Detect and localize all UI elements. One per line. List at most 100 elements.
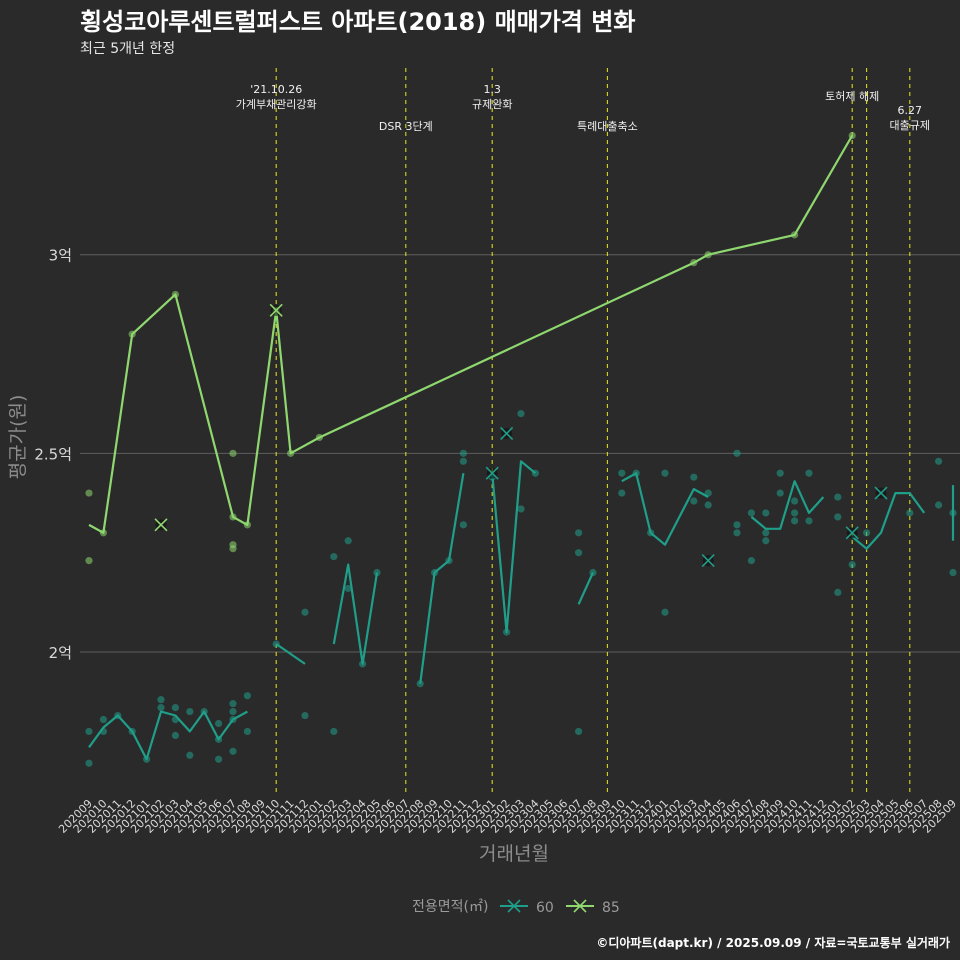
data-point	[229, 545, 237, 553]
data-point	[243, 727, 251, 736]
y-axis-title: 평균가(원)	[7, 395, 29, 480]
data-point	[459, 457, 467, 465]
data-point	[243, 692, 251, 700]
cancelled-marker	[500, 426, 514, 441]
data-point	[848, 560, 856, 569]
series-line	[577, 572, 595, 605]
cancelled-marker	[269, 303, 283, 317]
data-point	[99, 715, 107, 724]
data-point	[330, 553, 338, 561]
data-point	[344, 537, 352, 545]
legend-title: 전용면적(㎡)	[412, 899, 488, 915]
data-point	[935, 457, 943, 465]
data-point	[517, 410, 525, 418]
data-point	[935, 501, 943, 509]
data-point	[949, 568, 957, 577]
data-point	[229, 449, 237, 457]
data-point	[791, 497, 799, 505]
x-axis-ticks: 2020092020102020112020122021012021022021…	[56, 797, 959, 836]
series-60	[85, 410, 957, 767]
data-point	[301, 711, 309, 720]
series-85	[85, 131, 856, 565]
series-line	[621, 472, 709, 546]
data-point	[733, 521, 741, 529]
legend-label: 85	[602, 900, 620, 916]
data-point	[157, 704, 165, 712]
legend-key-marker	[507, 899, 521, 913]
data-point	[229, 700, 237, 708]
grid-lines	[80, 254, 960, 653]
x-axis-title: 거래년월	[479, 843, 549, 865]
data-point	[834, 513, 842, 521]
chart-subtitle: 최근 5개년 한정	[80, 41, 175, 57]
y-tick-label: 2.5억	[34, 445, 72, 463]
data-point	[661, 469, 669, 477]
data-point	[575, 529, 583, 537]
series-line	[275, 643, 306, 665]
y-axis-ticks: 2억 2.5억 3억	[34, 247, 72, 662]
series-layer	[85, 131, 957, 767]
data-point	[805, 517, 813, 525]
event-label: 6.27	[898, 104, 923, 117]
event-label: 대출규제	[890, 119, 930, 132]
data-point	[85, 489, 93, 497]
cancelled-marker	[154, 518, 168, 532]
chart-title: 횡성코아루센트럴퍼스트 아파트(2018) 매매가격 변화	[80, 8, 635, 36]
data-point	[834, 588, 842, 596]
data-point	[85, 727, 93, 736]
event-label: 특례대출축소	[577, 120, 638, 133]
y-tick-label: 3억	[49, 247, 72, 265]
data-point	[186, 751, 194, 759]
event-label: DSR 3단계	[379, 120, 433, 133]
data-point	[301, 608, 309, 616]
y-tick-label: 2억	[49, 644, 72, 662]
data-point	[575, 549, 583, 557]
data-point	[733, 529, 741, 537]
data-point	[85, 557, 93, 565]
data-point	[517, 505, 525, 513]
data-point	[459, 449, 467, 457]
cancelled-marker	[874, 486, 888, 500]
event-label: 가계부채관리강화	[236, 98, 317, 111]
legend-key-marker	[573, 899, 587, 913]
event-label: 토허제 해제	[825, 89, 879, 103]
series-line	[332, 563, 379, 665]
data-point	[215, 755, 223, 763]
data-point	[171, 704, 179, 712]
data-point	[776, 489, 784, 497]
data-point	[762, 537, 770, 545]
event-label: 규제완화	[472, 98, 512, 111]
data-point	[229, 707, 237, 716]
data-point	[157, 696, 165, 704]
series-line	[750, 480, 825, 530]
legend-label: 60	[536, 900, 554, 916]
data-point	[762, 529, 770, 537]
data-point	[661, 608, 669, 616]
data-point	[215, 719, 223, 728]
data-point	[690, 497, 698, 505]
data-point	[704, 501, 712, 509]
cancelled-marker	[845, 526, 859, 540]
series-line	[851, 492, 926, 550]
caption: ©디아파트(dapt.kr) / 2025.09.09 / 자료=국토교통부 실…	[596, 935, 950, 950]
data-point	[618, 469, 626, 477]
data-point	[747, 509, 756, 517]
series-line	[491, 460, 537, 634]
data-point	[690, 473, 698, 481]
data-point	[186, 707, 194, 716]
data-point	[330, 727, 338, 736]
data-point	[906, 509, 914, 517]
event-label: 1.3	[483, 83, 501, 96]
data-point	[863, 529, 871, 537]
data-point	[733, 449, 741, 457]
data-point	[762, 509, 770, 517]
legend: 전용면적(㎡) 60 85	[412, 899, 620, 916]
cancelled-marker	[701, 554, 715, 568]
event-label: '21.10.26	[250, 83, 302, 96]
data-point	[229, 747, 237, 755]
cancelled-marker	[485, 466, 499, 480]
data-point	[834, 493, 842, 501]
